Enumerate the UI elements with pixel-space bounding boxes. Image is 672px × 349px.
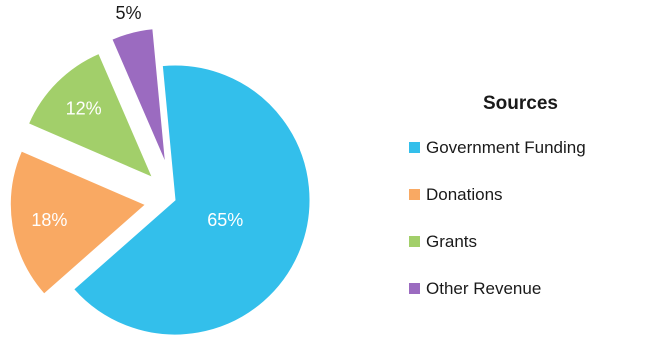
legend-title: Sources — [483, 93, 558, 114]
legend-label: Other Revenue — [426, 278, 542, 298]
legend-label: Donations — [426, 184, 503, 204]
legend-item-government-funding: Government Funding — [409, 124, 669, 171]
legend-label: Government Funding — [426, 137, 586, 157]
data-label-grants: 12% — [66, 99, 102, 119]
legend-item-other-revenue: Other Revenue — [409, 265, 669, 312]
pie-slice-government-funding — [73, 64, 311, 336]
legend-swatch-donations — [409, 189, 420, 200]
legend: Sources Government Funding Donations Gra… — [409, 84, 669, 312]
data-label-donations: 18% — [31, 210, 67, 230]
pie-slice-other-revenue — [111, 28, 167, 164]
data-label-government-funding: 65% — [207, 210, 243, 230]
legend-swatch-other-revenue — [409, 283, 420, 294]
legend-swatch-government-funding — [409, 142, 420, 153]
legend-label: Grants — [426, 231, 478, 251]
legend-swatch-grants — [409, 236, 420, 247]
pie-slice-grants — [27, 52, 154, 179]
pie-slice-donations — [9, 150, 147, 295]
data-label-other-revenue: 5% — [115, 3, 141, 23]
legend-item-donations: Donations — [409, 171, 669, 218]
legend-item-grants: Grants — [409, 218, 669, 265]
